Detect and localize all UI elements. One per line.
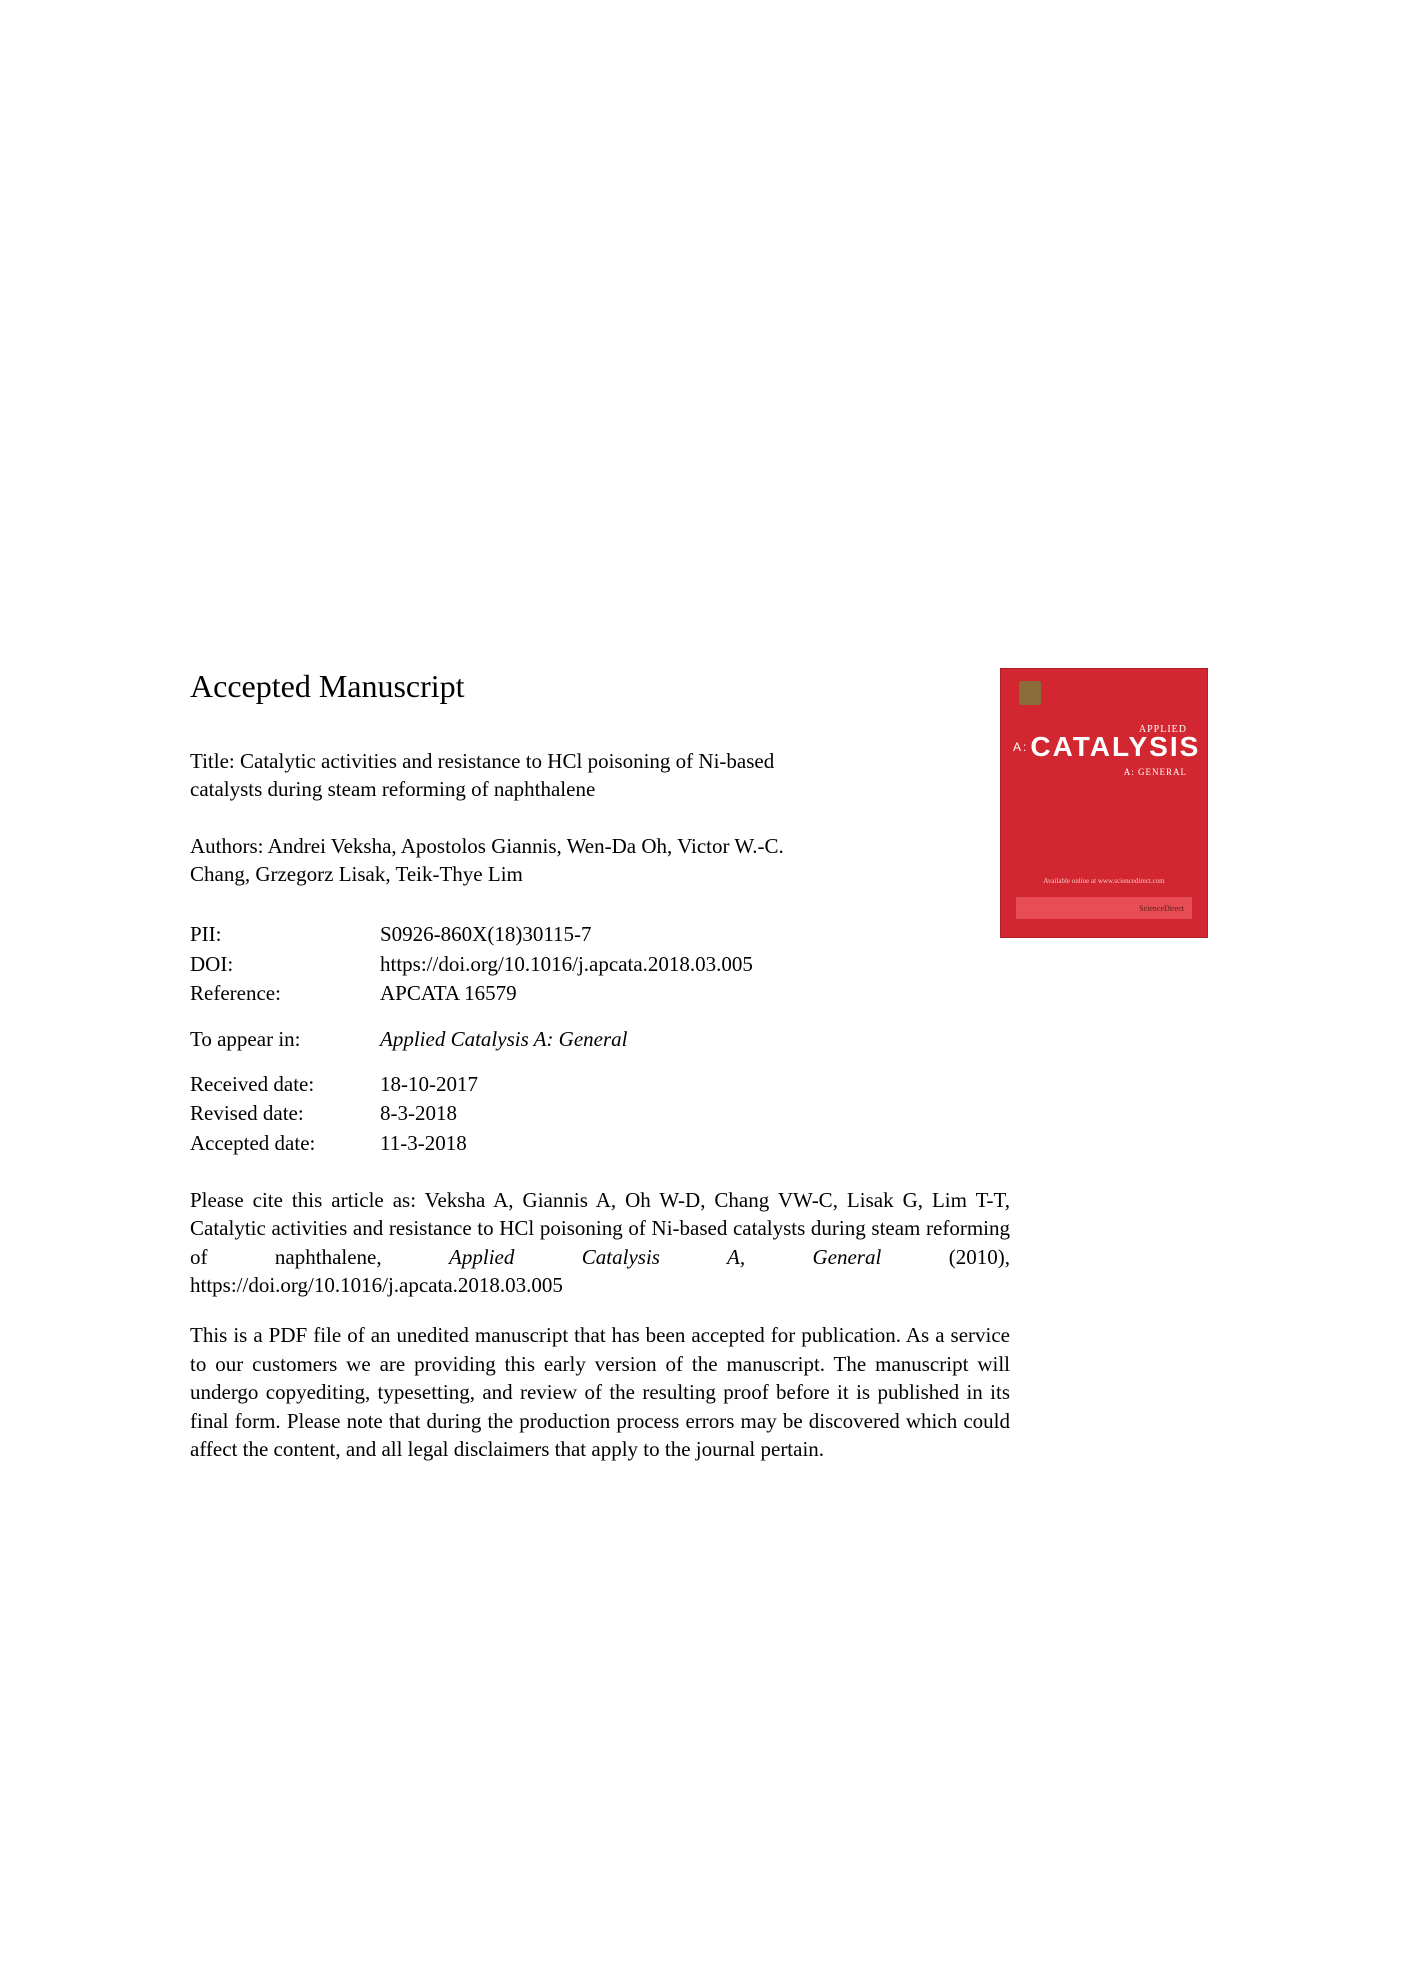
- meta-label-revised: Revised date:: [190, 1099, 380, 1128]
- manuscript-title-block: Title: Catalytic activities and resistan…: [190, 747, 830, 804]
- meta-value-accepted: 11-3-2018: [380, 1129, 467, 1158]
- meta-label-doi: DOI:: [190, 950, 380, 979]
- meta-row-pii: PII: S0926-860X(18)30115-7: [190, 920, 1210, 949]
- meta-label-reference: Reference:: [190, 979, 380, 1008]
- meta-row-doi: DOI: https://doi.org/10.1016/j.apcata.20…: [190, 950, 1210, 979]
- disclaimer-paragraph: This is a PDF file of an unedited manusc…: [190, 1321, 1010, 1463]
- meta-value-reference: APCATA 16579: [380, 979, 517, 1008]
- meta-value-doi: https://doi.org/10.1016/j.apcata.2018.03…: [380, 950, 753, 979]
- meta-value-pii: S0926-860X(18)30115-7: [380, 920, 592, 949]
- meta-row-revised: Revised date: 8-3-2018: [190, 1099, 1210, 1128]
- meta-label-accepted: Accepted date:: [190, 1129, 380, 1158]
- meta-label-appear: To appear in:: [190, 1025, 380, 1054]
- meta-row-accepted: Accepted date: 11-3-2018: [190, 1129, 1210, 1158]
- meta-row-appear: To appear in: Applied Catalysis A: Gener…: [190, 1025, 1210, 1054]
- manuscript-content: Accepted Manuscript Title: Catalytic act…: [190, 668, 1210, 1463]
- meta-label-pii: PII:: [190, 920, 380, 949]
- meta-row-received: Received date: 18-10-2017: [190, 1070, 1210, 1099]
- meta-value-appear: Applied Catalysis A: General: [380, 1025, 628, 1054]
- title-prefix: Title:: [190, 749, 240, 773]
- manuscript-authors-block: Authors: Andrei Veksha, Apostolos Gianni…: [190, 832, 830, 889]
- meta-value-received: 18-10-2017: [380, 1070, 478, 1099]
- authors-prefix: Authors:: [190, 834, 268, 858]
- page-heading: Accepted Manuscript: [190, 668, 1210, 705]
- meta-value-revised: 8-3-2018: [380, 1099, 457, 1128]
- manuscript-title: Catalytic activities and resistance to H…: [190, 749, 774, 801]
- meta-label-received: Received date:: [190, 1070, 380, 1099]
- manuscript-authors: Andrei Veksha, Apostolos Giannis, Wen-Da…: [190, 834, 784, 886]
- citation-journal-name: Applied Catalysis A, General: [449, 1245, 881, 1269]
- metadata-table: PII: S0926-860X(18)30115-7 DOI: https://…: [190, 920, 1210, 1158]
- citation-paragraph: Please cite this article as: Veksha A, G…: [190, 1186, 1010, 1299]
- meta-row-reference: Reference: APCATA 16579: [190, 979, 1210, 1008]
